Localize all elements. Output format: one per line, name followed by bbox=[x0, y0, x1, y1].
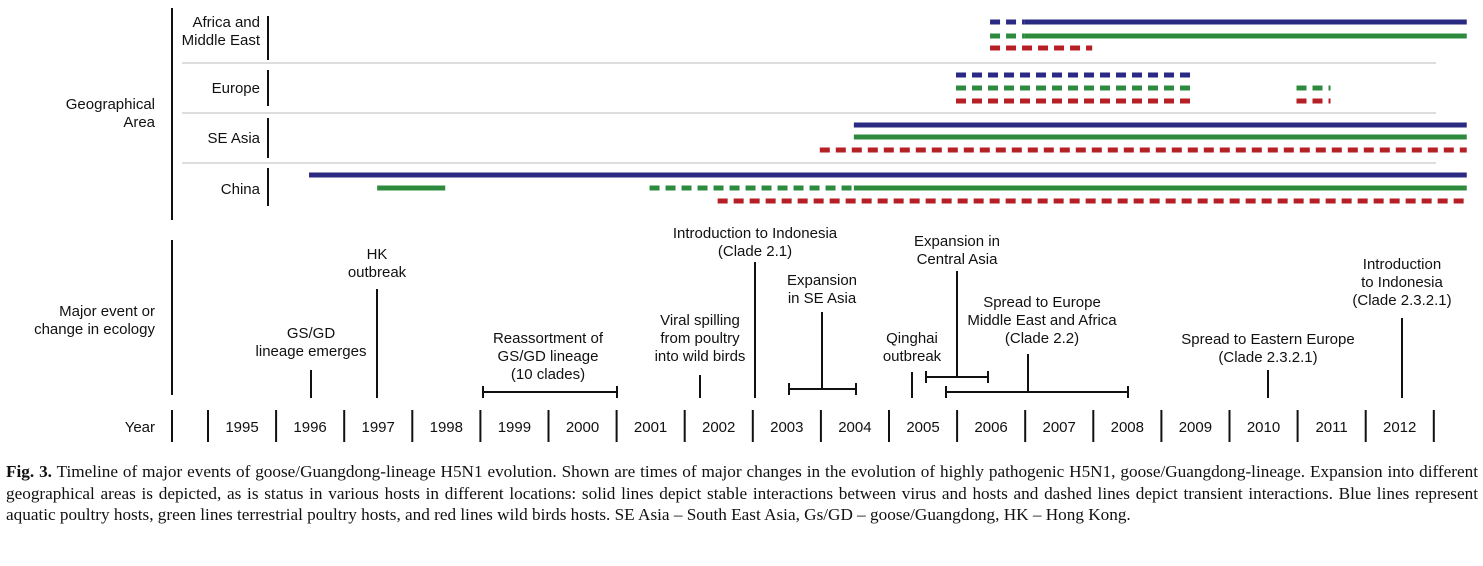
year-tick-label: 2012 bbox=[1383, 419, 1416, 436]
year-tick-label: 2001 bbox=[634, 419, 667, 436]
year-label: Year bbox=[125, 419, 155, 436]
event-label: Viral spilling from poultry into wild bird… bbox=[655, 312, 746, 365]
caption-figure-label: Fig. 3. bbox=[6, 462, 52, 481]
year-tick-label: 1999 bbox=[498, 419, 531, 436]
event-label-line: Expansion in bbox=[914, 233, 1000, 250]
event-label-line: outbreak bbox=[883, 348, 942, 365]
major-event-label: Major event or change in ecology bbox=[34, 303, 155, 338]
event-label-line: (Clade 2.1) bbox=[718, 243, 792, 260]
event-label-line: (Clade 2.3.2.1) bbox=[1218, 349, 1317, 366]
event-5: Expansion in SE Asia bbox=[787, 272, 857, 395]
year-tick-label: 2004 bbox=[838, 419, 871, 436]
event-9: Spread to Eastern Europe (Clade 2.3.2.1) bbox=[1181, 331, 1355, 398]
event-label-line: Qinghai bbox=[886, 330, 938, 347]
region-label-seasia-line: SE Asia bbox=[207, 130, 260, 147]
event-label: HK outbreak bbox=[348, 246, 407, 281]
region-label-seasia: SE Asia bbox=[207, 130, 260, 147]
event-label-line: lineage emerges bbox=[256, 343, 367, 360]
figure-caption: Fig. 3. Timeline of major events of goos… bbox=[6, 461, 1478, 526]
event-label: Introduction to Indonesia (Clade 2.3.2.1) bbox=[1352, 256, 1451, 309]
year-tick-label: 2010 bbox=[1247, 419, 1280, 436]
timeline-figure: Geographical Area Major event or change in … bbox=[34, 8, 1467, 442]
event-label-line: HK bbox=[367, 246, 388, 263]
event-label-line: to Indonesia bbox=[1361, 274, 1443, 291]
major-event-label-line: change in ecology bbox=[34, 321, 155, 338]
event-8: Spread to Europe Middle East and Africa (C… bbox=[945, 294, 1129, 398]
year-tick-label: 2011 bbox=[1315, 419, 1347, 436]
region-label-china: China bbox=[221, 181, 261, 198]
event-1: HK outbreak bbox=[348, 246, 407, 398]
event-label-line: (Clade 2.2) bbox=[1005, 330, 1079, 347]
event-4: Introduction to Indonesia (Clade 2.1) bbox=[673, 225, 838, 398]
event-label: Qinghai outbreak bbox=[883, 330, 942, 365]
event-6: Qinghai outbreak bbox=[883, 330, 942, 398]
geographical-area-label-line: Area bbox=[123, 114, 155, 131]
figure-frame: Geographical Area Major event or change in … bbox=[34, 8, 1436, 442]
year-tick-label: 2002 bbox=[702, 419, 735, 436]
event-label-line: GS/GD bbox=[287, 325, 336, 342]
event-label-line: Spread to Europe bbox=[983, 294, 1101, 311]
event-label-line: Middle East and Africa bbox=[967, 312, 1117, 329]
event-label-line: (Clade 2.3.2.1) bbox=[1352, 292, 1451, 309]
event-label-line: Introduction bbox=[1363, 256, 1441, 273]
event-label-line: outbreak bbox=[348, 264, 407, 281]
caption-text: Timeline of major events of goose/Guangd… bbox=[6, 462, 1478, 524]
year-tick-label: 2007 bbox=[1043, 419, 1076, 436]
event-0: GS/GD lineage emerges bbox=[256, 325, 367, 398]
year-tick-label: 2008 bbox=[1111, 419, 1144, 436]
event-label: Reassortment of GS/GD lineage (10 clades) bbox=[493, 330, 604, 383]
geographical-area-label: Geographical Area bbox=[66, 96, 156, 131]
event-label: Introduction to Indonesia (Clade 2.1) bbox=[673, 225, 838, 260]
region-label-europe: Europe bbox=[212, 80, 260, 97]
year-tick-label: 1998 bbox=[430, 419, 463, 436]
event-3: Viral spilling from poultry into wild bird… bbox=[655, 312, 746, 398]
event-2: Reassortment of GS/GD lineage (10 clades) bbox=[482, 330, 618, 398]
event-label-line: Reassortment of bbox=[493, 330, 604, 347]
event-10: Introduction to Indonesia (Clade 2.3.2.1) bbox=[1352, 256, 1452, 398]
year-tick-label: 2006 bbox=[974, 419, 1007, 436]
event-label-line: Viral spilling bbox=[660, 312, 740, 329]
event-label-line: Introduction to Indonesia bbox=[673, 225, 838, 242]
year-tick-label: 1997 bbox=[362, 419, 395, 436]
event-label-line: GS/GD lineage bbox=[498, 348, 599, 365]
year-tick-label: 2003 bbox=[770, 419, 803, 436]
event-label: Expansion in SE Asia bbox=[787, 272, 857, 307]
region-labels: Africa and Middle East Europe SE Asia China bbox=[182, 14, 269, 206]
event-7: Expansion in Central Asia bbox=[914, 233, 1000, 383]
year-tick-label: 2000 bbox=[566, 419, 599, 436]
event-label-line: Spread to Eastern Europe bbox=[1181, 331, 1354, 348]
year-tick-label: 2005 bbox=[906, 419, 939, 436]
region-label-china-line: China bbox=[221, 181, 261, 198]
geographical-area-label-line: Geographical bbox=[66, 96, 155, 113]
event-label: GS/GD lineage emerges bbox=[256, 325, 367, 360]
major-event-label-line: Major event or bbox=[59, 303, 155, 320]
year-axis: 1995 1996 1997 1998 1999 2000 2001 2002 2003 2004… bbox=[207, 410, 1435, 442]
event-label-line: from poultry bbox=[660, 330, 740, 347]
year-tick-label: 2009 bbox=[1179, 419, 1212, 436]
event-label: Spread to Eastern Europe (Clade 2.3.2.1) bbox=[1181, 331, 1354, 366]
event-label-line: in SE Asia bbox=[788, 290, 857, 307]
host-segments bbox=[309, 19, 1467, 204]
year-tick-label: 1996 bbox=[293, 419, 326, 436]
event-label-line: into wild birds bbox=[655, 348, 746, 365]
event-label: Spread to Europe Middle East and Africa (C… bbox=[967, 294, 1117, 347]
event-label-line: Central Asia bbox=[917, 251, 999, 268]
event-label: Expansion in Central Asia bbox=[914, 233, 1000, 268]
year-tick-label: 1995 bbox=[225, 419, 258, 436]
event-label-line: Expansion bbox=[787, 272, 857, 289]
region-label-africa: Africa and Middle East bbox=[182, 14, 261, 49]
region-label-africa-line: Middle East bbox=[182, 32, 261, 49]
region-label-europe-line: Europe bbox=[212, 80, 260, 97]
event-label-line: (10 clades) bbox=[511, 366, 585, 383]
region-label-africa-line: Africa and bbox=[192, 14, 260, 31]
